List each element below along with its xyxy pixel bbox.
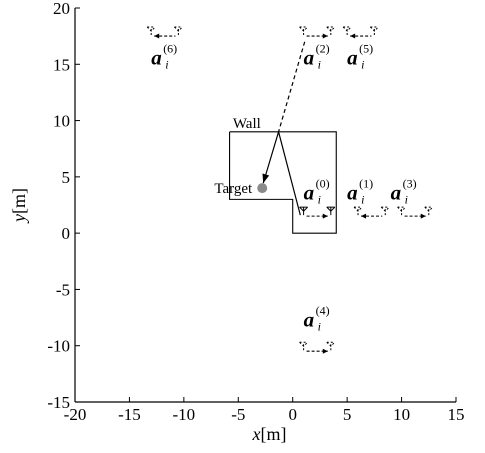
array-4-move-arrowhead xyxy=(322,348,328,354)
array-1-superscript: (1) xyxy=(359,176,373,190)
x-axis-unit: [m] xyxy=(261,424,287,444)
y-tick-label: 10 xyxy=(53,112,70,131)
array-2-subscript: i xyxy=(318,57,321,71)
array-3-subscript: i xyxy=(405,192,408,206)
x-tick-label: 0 xyxy=(288,405,297,424)
array-2-move-arrowhead xyxy=(322,33,328,39)
array-0-superscript: (0) xyxy=(316,176,330,190)
array-2-superscript: (2) xyxy=(316,41,330,55)
array-2: a i (2) xyxy=(299,26,336,71)
y-tick-label: -5 xyxy=(56,280,70,299)
array-5-subscript: i xyxy=(361,57,364,71)
y-axis-var: y xyxy=(9,214,29,224)
array-4-superscript: (4) xyxy=(316,304,330,318)
array-6-label: a xyxy=(151,45,162,69)
array-3-superscript: (3) xyxy=(403,176,417,190)
array-3-move-arrowhead xyxy=(420,213,426,219)
incident-ray-dashed xyxy=(277,41,306,132)
antenna-v xyxy=(380,206,390,212)
x-tick-label: -15 xyxy=(118,405,141,424)
antenna-v xyxy=(146,26,156,32)
array-4-label: a xyxy=(304,308,315,332)
array-6-move-arrowhead xyxy=(154,33,160,39)
array-5: a i (5) xyxy=(342,26,379,71)
array-5-superscript: (5) xyxy=(359,41,373,55)
array-1-subscript: i xyxy=(361,192,364,206)
y-tick-label: 0 xyxy=(62,224,71,243)
x-tick-label: -5 xyxy=(231,405,245,424)
antenna-v xyxy=(353,206,363,212)
y-axis-label: y[m] xyxy=(9,188,29,224)
axes-box xyxy=(74,8,456,403)
x-tick-label: -20 xyxy=(64,405,87,424)
x-tick-label: 10 xyxy=(393,405,410,424)
array-3-label: a xyxy=(391,180,402,204)
array-4-subscript: i xyxy=(318,320,321,334)
antenna-v xyxy=(174,26,183,32)
wall-label: Wall xyxy=(233,116,261,132)
array-4: a i (4) xyxy=(299,304,336,354)
array-1: a i (1) xyxy=(347,176,390,219)
antenna-arrays: a i(0) a i(1)a i(2)a i(3)a i(4)a i(5)a i(6) xyxy=(146,26,434,354)
antenna-v xyxy=(342,26,352,32)
wall-outline xyxy=(229,131,337,234)
antenna-v xyxy=(424,206,434,212)
array-5-move-arrowhead xyxy=(350,33,356,39)
target-label: Target xyxy=(214,181,253,197)
array-6: a i (6) xyxy=(146,26,183,71)
array-0-label: a xyxy=(304,180,315,204)
y-tick-label: -15 xyxy=(47,393,70,412)
array-6-superscript: (6) xyxy=(163,41,177,55)
x-tick-label: -10 xyxy=(173,405,196,424)
antenna-v xyxy=(397,206,406,212)
antenna-v xyxy=(299,341,308,347)
y-tick-label: 20 xyxy=(53,0,70,18)
y-tick-label: 5 xyxy=(62,168,71,187)
x-axis-var: x xyxy=(252,424,261,444)
y-tick-label: 15 xyxy=(53,55,70,74)
antenna-v xyxy=(326,26,336,32)
antenna-v xyxy=(370,26,379,32)
antenna-v xyxy=(299,206,308,212)
scene-layer: Wall Target xyxy=(214,41,337,234)
incident-ray-solid xyxy=(277,131,301,216)
reflected-ray-arrowhead xyxy=(262,173,270,184)
y-tick-label: -10 xyxy=(47,337,70,356)
y-axis-unit: [m] xyxy=(9,188,29,214)
x-axis-label: x[m] xyxy=(252,424,287,444)
x-tick-label: 5 xyxy=(343,405,352,424)
array-6-subscript: i xyxy=(165,57,168,71)
antenna-v xyxy=(299,26,308,32)
array-1-move-arrowhead xyxy=(361,213,367,219)
x-tick-label: 15 xyxy=(448,405,465,424)
array-0-subscript: i xyxy=(318,192,321,206)
array-2-label: a xyxy=(304,45,315,69)
target-marker xyxy=(257,183,268,194)
array-5-label: a xyxy=(347,45,358,69)
array-1-label: a xyxy=(347,180,358,204)
antenna-v xyxy=(326,206,336,212)
array-0-move-arrowhead xyxy=(322,213,328,219)
antenna-v xyxy=(326,341,336,347)
array-0: a i (0) xyxy=(299,176,336,219)
array-3: a i (3) xyxy=(391,176,434,219)
